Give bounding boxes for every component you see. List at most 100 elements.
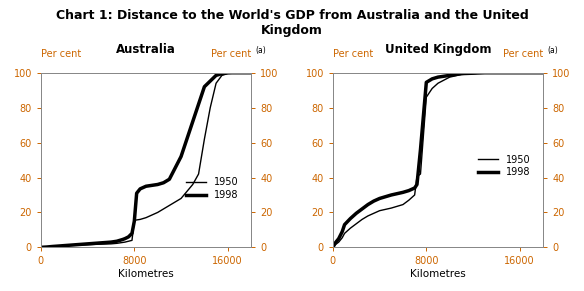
Legend: 1950, 1998: 1950, 1998 xyxy=(182,173,242,204)
1998 xyxy=(376,197,383,200)
1998 xyxy=(72,243,79,246)
1998 xyxy=(84,242,91,246)
1998 xyxy=(43,245,50,249)
1950 xyxy=(154,211,161,214)
1950 xyxy=(347,226,354,230)
1950 xyxy=(458,73,465,76)
1998 xyxy=(481,71,488,74)
1998 xyxy=(347,217,354,220)
1998 xyxy=(142,184,150,188)
1950 xyxy=(341,232,348,235)
Line: 1950: 1950 xyxy=(333,73,543,247)
1950 xyxy=(128,239,135,242)
1950 xyxy=(516,71,523,74)
1950 xyxy=(417,172,424,176)
Text: Per cent: Per cent xyxy=(503,49,543,59)
Legend: 1950, 1998: 1950, 1998 xyxy=(474,151,534,181)
1950 xyxy=(405,198,412,202)
1998 xyxy=(353,212,360,215)
1950 xyxy=(335,240,342,244)
Text: Per cent: Per cent xyxy=(333,49,373,59)
X-axis label: Kilometres: Kilometres xyxy=(118,269,174,279)
1998 xyxy=(329,246,336,249)
1950 xyxy=(423,95,430,99)
1998 xyxy=(339,230,346,233)
1998 xyxy=(137,187,144,191)
Text: Per cent: Per cent xyxy=(41,49,81,59)
1998 xyxy=(364,203,371,206)
1950 xyxy=(388,206,395,210)
1998 xyxy=(434,75,442,79)
1998 xyxy=(178,155,185,158)
1950 xyxy=(213,81,220,85)
1950 xyxy=(137,218,144,221)
Text: (a): (a) xyxy=(255,46,266,55)
1998 xyxy=(417,148,424,151)
1950 xyxy=(61,244,68,247)
1950 xyxy=(429,87,436,90)
1950 xyxy=(96,242,103,246)
1950 xyxy=(329,246,336,249)
1998 xyxy=(236,71,243,74)
1950 xyxy=(224,72,231,75)
1998 xyxy=(446,74,453,77)
1950 xyxy=(446,75,453,79)
1950 xyxy=(107,242,114,246)
1950 xyxy=(131,219,138,222)
1950 xyxy=(201,137,208,141)
1998 xyxy=(61,244,68,247)
1998 xyxy=(148,184,155,187)
1998 xyxy=(423,81,430,84)
1998 xyxy=(341,223,348,226)
1950 xyxy=(119,241,126,244)
1998 xyxy=(160,181,167,184)
Title: United Kingdom: United Kingdom xyxy=(385,43,491,56)
X-axis label: Kilometres: Kilometres xyxy=(410,269,466,279)
Text: Chart 1: Distance to the World's GDP from Australia and the United
Kingdom: Chart 1: Distance to the World's GDP fro… xyxy=(55,9,529,37)
1998 xyxy=(119,238,126,241)
1950 xyxy=(207,106,214,109)
1998 xyxy=(49,245,56,248)
1998 xyxy=(125,235,132,239)
Text: Per cent: Per cent xyxy=(211,49,251,59)
1998 xyxy=(332,241,339,245)
1998 xyxy=(411,186,418,190)
1998 xyxy=(413,183,420,186)
1998 xyxy=(370,199,377,203)
1998 xyxy=(399,191,406,194)
1950 xyxy=(236,71,243,74)
1950 xyxy=(125,239,132,243)
1998 xyxy=(96,241,103,245)
1950 xyxy=(370,212,377,215)
1950 xyxy=(399,203,406,206)
Line: 1950: 1950 xyxy=(41,73,251,247)
Text: (a): (a) xyxy=(547,46,558,55)
1998 xyxy=(154,183,161,186)
1998 xyxy=(540,71,547,74)
1998 xyxy=(248,71,255,74)
1950 xyxy=(195,172,202,176)
1998 xyxy=(388,193,395,197)
1998 xyxy=(359,207,366,211)
1998 xyxy=(201,85,208,88)
1950 xyxy=(376,209,383,212)
1950 xyxy=(413,175,420,178)
1998 xyxy=(516,71,523,74)
1950 xyxy=(359,218,366,221)
1998 xyxy=(189,120,196,123)
1950 xyxy=(481,71,488,74)
1950 xyxy=(218,74,225,77)
Title: Australia: Australia xyxy=(116,43,176,56)
1998 xyxy=(224,71,231,74)
1998 xyxy=(166,178,173,181)
1950 xyxy=(248,71,255,74)
1998 xyxy=(113,239,120,243)
1998 xyxy=(458,72,465,75)
1950 xyxy=(84,243,91,246)
1998 xyxy=(429,77,436,81)
1950 xyxy=(142,216,150,219)
1998 xyxy=(128,232,135,235)
1950 xyxy=(113,242,120,245)
1950 xyxy=(166,204,173,207)
1998 xyxy=(133,191,140,195)
